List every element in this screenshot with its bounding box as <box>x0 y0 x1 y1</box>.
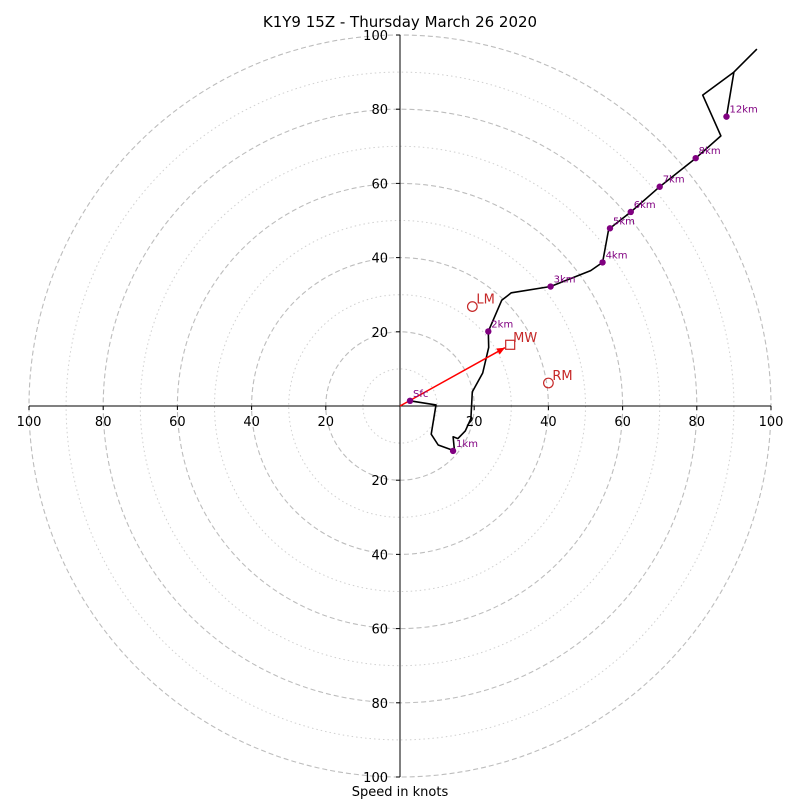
height-markers: Sfc 1km 2km 3km 4km 5km 6km 7km 8km 12km <box>406 105 758 455</box>
x-tick-label: 100 <box>759 415 784 430</box>
x-tick-label: 100 <box>17 415 42 430</box>
mean-wind-arrowhead <box>496 347 505 355</box>
mw-marker <box>505 339 516 350</box>
tick-labels: 100 80 60 40 20 20 40 60 80 100100806040202040608… <box>17 29 784 786</box>
height-label-4km: 4km <box>606 250 628 261</box>
height-marker-12km <box>723 113 730 120</box>
height-label-12km: 12km <box>729 105 757 116</box>
height-marker-8km <box>692 154 699 162</box>
y-tick-label: 80 <box>371 103 388 118</box>
mw-label: MW <box>513 331 537 346</box>
wind-profile-line <box>409 48 758 452</box>
storm-motion-markers: LM RM MW <box>466 293 573 389</box>
lm-marker <box>466 301 478 312</box>
x-tick-label: 40 <box>540 415 557 430</box>
height-label-6km: 6km <box>634 200 656 211</box>
height-label-5km: 5km <box>613 216 635 227</box>
height-marker-3km <box>547 283 554 290</box>
rm-label: RM <box>552 369 572 384</box>
y-tick-label: 100 <box>363 771 388 786</box>
y-tick-label: 20 <box>371 326 388 341</box>
y-tick-label: 60 <box>371 623 388 638</box>
lm-label: LM <box>476 293 494 308</box>
height-label-sfc: Sfc <box>413 389 428 400</box>
height-marker-6km <box>627 208 634 216</box>
x-tick-label: 20 <box>318 415 335 430</box>
height-marker-sfc <box>406 397 414 405</box>
height-label-2km: 2km <box>491 319 513 330</box>
height-label-7km: 7km <box>663 175 685 186</box>
height-label-8km: 8km <box>699 146 721 157</box>
data-series <box>399 48 758 452</box>
x-tick-label: 60 <box>169 415 186 430</box>
y-tick-label: 80 <box>371 697 388 712</box>
x-tick-label: 80 <box>95 415 112 430</box>
x-tick-label: 60 <box>614 415 631 430</box>
height-marker-4km <box>599 259 606 266</box>
height-marker-2km <box>485 328 492 335</box>
y-tick-label: 40 <box>371 252 388 267</box>
height-label-1km: 1km <box>456 439 478 450</box>
y-tick-label: 20 <box>371 474 388 489</box>
y-tick-label: 60 <box>371 177 388 192</box>
height-marker-5km <box>606 225 614 232</box>
y-tick-label: 40 <box>371 548 388 563</box>
height-marker-1km <box>449 447 457 455</box>
height-marker-7km <box>656 183 663 190</box>
height-label-3km: 3km <box>554 275 576 286</box>
chart-title: K1Y9 15Z - Thursday March 26 2020 <box>263 13 537 31</box>
mean-wind-vector <box>399 347 506 407</box>
x-tick-label: 40 <box>243 415 260 430</box>
x-tick-label: 80 <box>689 415 706 430</box>
rm-marker <box>543 377 554 389</box>
y-tick-label: 100 <box>363 29 388 44</box>
x-axis-label: Speed in knots <box>352 785 449 800</box>
